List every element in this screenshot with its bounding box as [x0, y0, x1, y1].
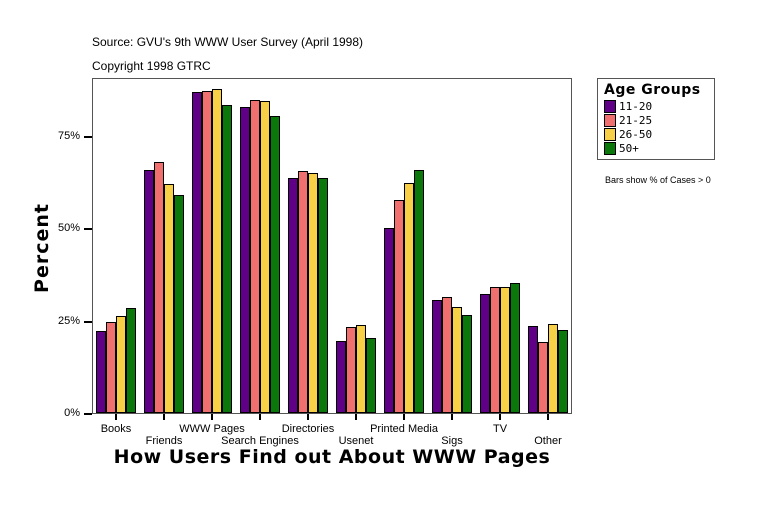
x-tick-label: Search Engines	[221, 435, 299, 447]
bar-search-engines-26-50	[260, 101, 270, 413]
x-tick-mark	[403, 414, 405, 420]
legend-label: 11-20	[619, 100, 653, 113]
x-tick-mark	[547, 414, 549, 420]
bar-sigs-21-25	[442, 297, 452, 413]
bar-friends-21-25	[154, 161, 164, 413]
bar-sigs-11-20	[432, 300, 442, 413]
bar-tv-21-25	[490, 287, 500, 413]
y-tick-label: 75%	[57, 130, 80, 142]
bar-sigs-26-50	[452, 307, 462, 413]
x-tick-label: WWW Pages	[179, 423, 245, 435]
x-tick-mark	[259, 414, 261, 420]
bar-tv-26-50	[500, 287, 510, 413]
bar-tv-11-20	[480, 293, 490, 413]
bar-sigs-50+	[462, 314, 472, 413]
x-tick-label: TV	[492, 423, 508, 435]
bar-usenet-26-50	[356, 324, 366, 413]
bar-printed-media-50+	[414, 170, 424, 413]
legend-item: 26-50	[604, 128, 652, 141]
legend-swatch	[604, 128, 616, 141]
bar-printed-media-21-25	[394, 200, 404, 413]
legend-swatch	[604, 142, 616, 155]
bar-friends-11-20	[144, 170, 154, 413]
bar-www-pages-50+	[222, 105, 232, 413]
legend-label: 26-50	[619, 128, 653, 141]
bars-note: Bars show % of Cases > 0	[605, 175, 711, 185]
x-tick-mark	[307, 414, 309, 420]
x-tick-mark	[163, 414, 165, 420]
bar-search-engines-50+	[270, 115, 280, 413]
legend-label: 21-25	[619, 114, 653, 127]
bar-printed-media-26-50	[404, 183, 414, 413]
y-tick-mark	[84, 228, 92, 231]
x-tick-label: Printed Media	[370, 423, 438, 435]
legend-swatch	[604, 114, 616, 127]
legend-title: Age Groups	[604, 82, 701, 98]
x-tick-label: Other	[534, 435, 562, 447]
legend-item: 11-20	[604, 100, 652, 113]
x-tick-label: Friends	[145, 435, 183, 447]
bar-usenet-50+	[366, 338, 376, 413]
bar-search-engines-21-25	[250, 100, 260, 413]
x-tick-mark	[115, 414, 117, 420]
bar-other-26-50	[548, 324, 558, 413]
legend: Age Groups 11-20 21-25 26-50 50+	[597, 78, 715, 160]
x-tick-mark	[211, 414, 213, 420]
x-tick-label: Books	[100, 423, 132, 435]
bar-usenet-11-20	[336, 341, 346, 413]
bar-directories-21-25	[298, 170, 308, 413]
y-tick-mark	[84, 136, 92, 138]
copyright-caption: Copyright 1998 GTRC	[92, 59, 211, 73]
bar-www-pages-11-20	[192, 92, 202, 413]
plot-area	[92, 78, 572, 414]
bar-other-21-25	[538, 341, 548, 413]
bar-tv-50+	[510, 283, 520, 413]
bar-www-pages-26-50	[212, 88, 222, 413]
y-tick-label: 50%	[57, 222, 80, 235]
bar-books-26-50	[116, 315, 126, 413]
y-tick-mark	[84, 413, 92, 415]
legend-item: 21-25	[604, 114, 652, 127]
legend-label: 50+	[619, 142, 639, 155]
x-tick-label: Directories	[281, 423, 335, 435]
legend-swatch	[604, 100, 616, 113]
bar-usenet-21-25	[346, 327, 356, 413]
bar-books-50+	[126, 307, 136, 413]
y-tick-label: 0%	[64, 407, 80, 419]
bar-directories-26-50	[308, 173, 318, 413]
y-axis-title: Percent	[31, 203, 53, 293]
legend-item: 50+	[604, 142, 639, 155]
y-tick-label: 25%	[57, 314, 80, 327]
bar-www-pages-21-25	[202, 91, 212, 413]
x-tick-mark	[499, 414, 501, 420]
x-axis-title: How Users Find out About WWW Pages	[113, 446, 551, 468]
x-tick-label: Usenet	[338, 435, 374, 447]
bar-printed-media-11-20	[384, 228, 394, 413]
bar-directories-11-20	[288, 177, 298, 413]
x-tick-mark	[451, 414, 453, 420]
bar-other-50+	[558, 330, 568, 413]
bar-directories-50+	[318, 177, 328, 413]
bar-books-21-25	[106, 321, 116, 413]
x-tick-label: Sigs	[441, 435, 463, 447]
source-caption: Source: GVU's 9th WWW User Survey (April…	[92, 35, 364, 49]
bar-friends-50+	[174, 194, 184, 413]
bar-search-engines-11-20	[240, 106, 250, 413]
y-tick-mark	[84, 320, 92, 323]
bar-friends-26-50	[164, 184, 174, 413]
bar-other-11-20	[528, 325, 538, 413]
bar-books-11-20	[96, 330, 106, 413]
x-tick-mark	[355, 414, 357, 420]
